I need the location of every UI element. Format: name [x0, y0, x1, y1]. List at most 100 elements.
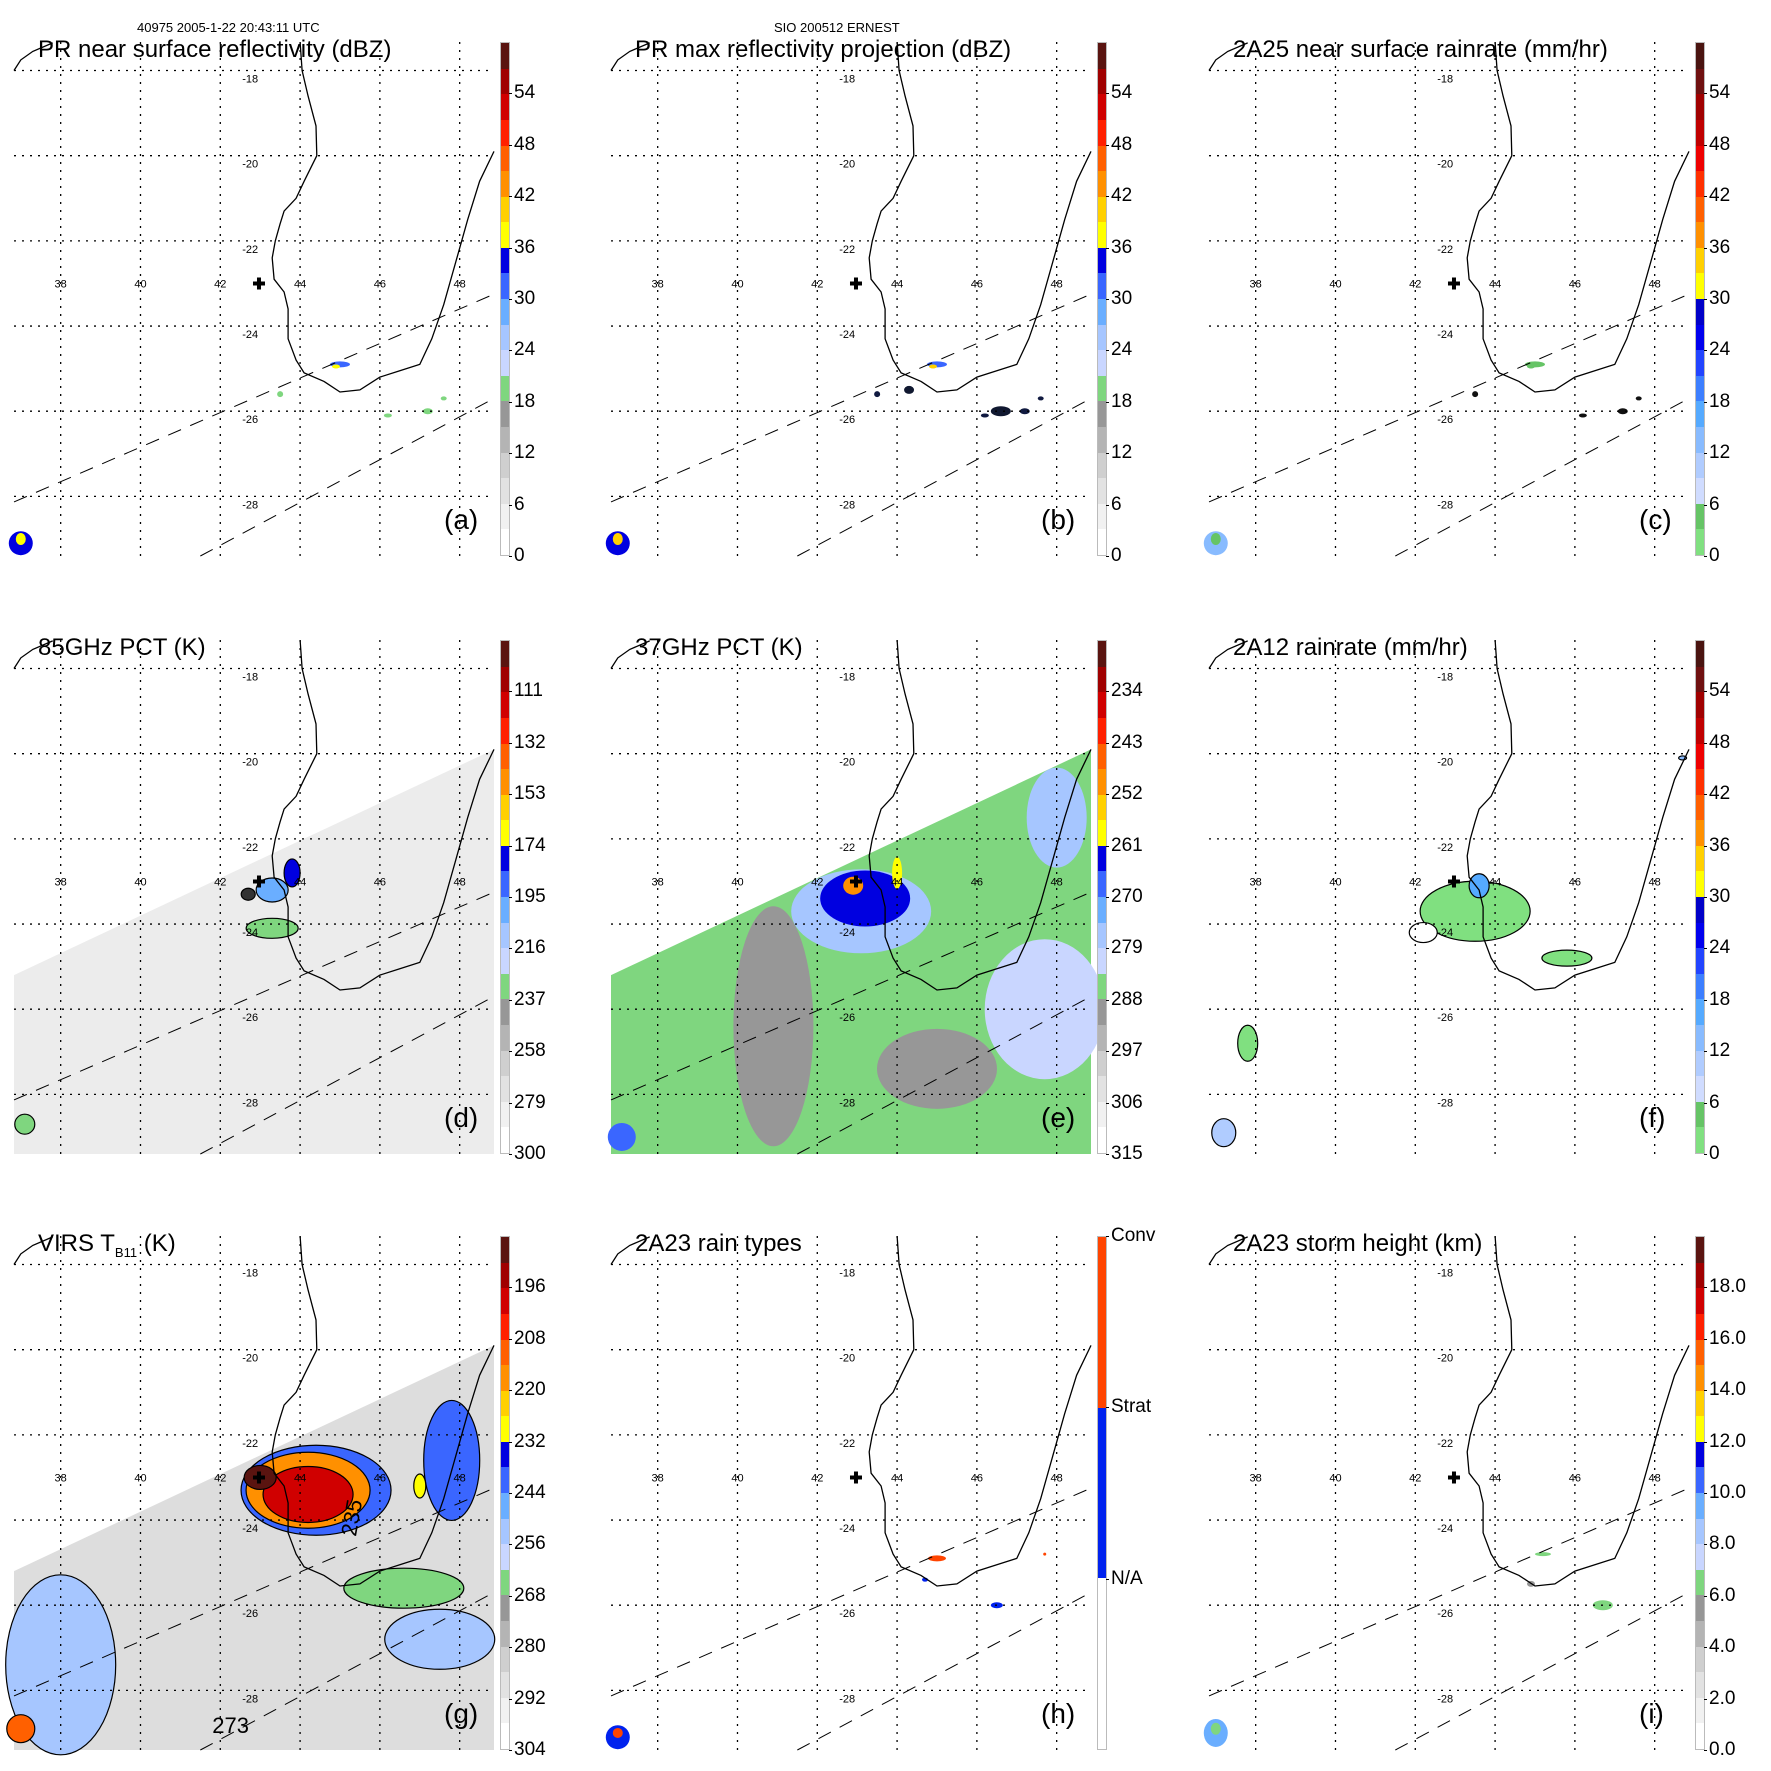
lon-tick-label: 48 [454, 1473, 466, 1485]
colorbar-block [501, 145, 509, 172]
colorbar-block [1098, 769, 1106, 795]
lat-tick-label: -28 [242, 1693, 258, 1705]
lon-tick-label: 44 [1489, 1473, 1501, 1485]
colorbar-block [1696, 692, 1704, 718]
colorbar-tick-label: Conv [1105, 1225, 1156, 1246]
colorbar-block [501, 692, 509, 718]
precip-cell [876, 1028, 997, 1109]
colorbar-block [501, 794, 509, 821]
colorbar-tick-label: 234 [1106, 680, 1143, 702]
precip-cell [384, 1608, 496, 1670]
lat-tick-label: -24 [839, 927, 855, 939]
panel-title-text: PR near surface reflectivity (dBZ) [38, 36, 392, 63]
lon-tick-label: 42 [811, 1473, 823, 1485]
lon-tick-label: 38 [652, 1473, 664, 1485]
precip-cell [990, 406, 1011, 417]
colorbar-block [501, 1101, 509, 1128]
lon-tick-label: 48 [1051, 279, 1063, 291]
colorbar-block [501, 68, 509, 95]
lon-tick-label: 44 [294, 279, 306, 291]
colorbar-tick-label: 0 [1704, 545, 1720, 566]
colorbar-tick-label: 237 [509, 988, 546, 1010]
pr-swath-edge [200, 1591, 495, 1751]
colorbar [500, 42, 510, 556]
colorbar-tick-label: 0 [509, 545, 525, 566]
colorbar-tick-label: 18 [1703, 988, 1731, 1010]
colorbar-block [501, 1569, 509, 1596]
colorbar-block [1696, 68, 1704, 95]
tmi-swath [14, 749, 494, 1154]
colorbar-tick-label: 252 [1106, 783, 1143, 805]
colorbar-block [1098, 717, 1106, 744]
orbit-time-header: 40975 2005-1-22 20:43:11 UTC [137, 20, 320, 35]
lon-tick-label: 40 [134, 1473, 146, 1485]
africa-coastline [1208, 640, 1248, 669]
colorbar-block [1696, 641, 1704, 667]
precip-cell [1526, 364, 1535, 369]
colorbar-block [1696, 948, 1704, 974]
precip-cell [1210, 532, 1221, 545]
pr-swath-edge [610, 891, 1092, 1101]
colorbar-block [501, 1621, 509, 1647]
colorbar-tick-label: 279 [1106, 937, 1143, 959]
lat-tick-label: -26 [242, 414, 258, 426]
lat-tick-label: -26 [1437, 1608, 1453, 1620]
precip-cell [1534, 1552, 1551, 1557]
map-plot: 38 40 42 44 46 48 -18 -20 -22 -24 -26 -28 [1208, 639, 1690, 1154]
lat-tick-label: -28 [1437, 1097, 1453, 1109]
colorbar-block [1696, 1076, 1704, 1102]
lon-tick-label: 48 [1051, 1473, 1063, 1485]
lat-tick-label: -20 [839, 757, 855, 769]
colorbar-tick-label: 4.0 [1703, 1636, 1736, 1658]
colorbar-tick-label: 232 [509, 1430, 546, 1452]
colorbar-tick-label: 36 [1703, 834, 1731, 856]
colorbar-block [1098, 1236, 1106, 1408]
colorbar-tick-label: 220 [509, 1379, 546, 1401]
lon-tick-label: 40 [134, 877, 146, 889]
colorbar-block [1696, 1101, 1704, 1128]
lat-tick-label: -18 [1437, 1268, 1453, 1280]
panel-title-text: 2A23 storm height (km) [1233, 1230, 1483, 1257]
precip-cell [1211, 1118, 1237, 1148]
lat-tick-label: -24 [1437, 329, 1453, 341]
lon-tick-label: 44 [294, 877, 306, 889]
colorbar-block [1696, 922, 1704, 949]
panel-title-subscript: B11 [114, 1244, 138, 1260]
lon-tick-label: 46 [1569, 279, 1581, 291]
colorbar-block [1696, 196, 1704, 223]
colorbar-block [1098, 1076, 1106, 1102]
colorbar-block [501, 743, 509, 770]
colorbar-block [1696, 1127, 1704, 1153]
colorbar-tick-label: 6 [1704, 1091, 1720, 1113]
lat-tick-label: -20 [1437, 757, 1453, 769]
colorbar-block [1696, 1493, 1704, 1519]
lat-tick-label: -22 [839, 842, 855, 854]
colorbar-tick-label: 18.0 [1704, 1276, 1746, 1298]
colorbar-tick-label: 0 [1106, 545, 1122, 566]
lat-tick-label: -20 [242, 1353, 258, 1365]
panel-title: PR near surface reflectivity (dBZ) [38, 36, 391, 64]
colorbar-tick-label: 12 [1703, 1040, 1731, 1062]
colorbar-block [501, 1050, 509, 1077]
lat-tick-label: -22 [1437, 842, 1453, 854]
lat-tick-label: -28 [1437, 499, 1453, 511]
colorbar-block [501, 196, 509, 223]
colorbar-block [501, 247, 509, 274]
precip-cell [1472, 391, 1479, 398]
colorbar-block [1098, 68, 1106, 95]
colorbar-block [501, 1646, 509, 1673]
africa-coastline [13, 1236, 53, 1265]
colorbar-tick-label: 24 [1703, 339, 1731, 361]
colorbar-block [501, 769, 509, 795]
colorbar-tick-label: 24 [1105, 339, 1133, 361]
colorbar-block [1098, 503, 1106, 530]
colorbar-block [1098, 247, 1106, 274]
colorbar-block [1696, 119, 1704, 146]
colorbar-block [1696, 145, 1704, 172]
colorbar-block [501, 1076, 509, 1102]
colorbar-block [501, 1697, 509, 1724]
colorbar-block [501, 1518, 509, 1545]
colorbar-block [1098, 427, 1106, 453]
lon-tick-label: 40 [731, 877, 743, 889]
